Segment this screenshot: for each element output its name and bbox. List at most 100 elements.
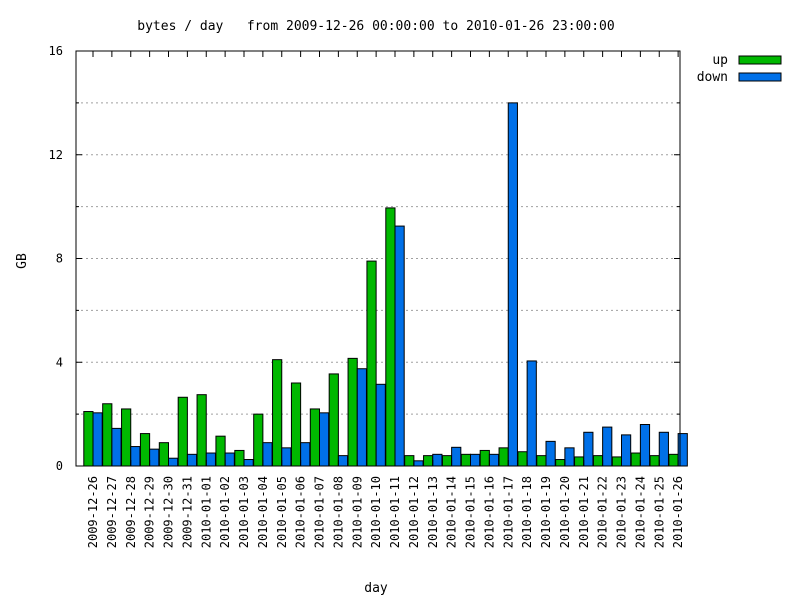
bar-down-2009-12-28 — [130, 446, 141, 467]
bars — [83, 102, 688, 467]
bar-up-2010-01-26 — [668, 453, 679, 467]
bar-up-2009-12-31 — [177, 396, 188, 467]
bar-down-2009-12-29 — [149, 448, 160, 467]
bar-down-2009-12-30 — [168, 457, 179, 467]
grid-lines — [76, 102, 680, 415]
x-tick-label: 2009-12-28 — [124, 476, 138, 548]
x-axis-label: day — [364, 581, 388, 596]
bar-down-2010-01-19 — [545, 440, 556, 467]
x-tick-label: 2010-01-12 — [407, 476, 421, 548]
bar-down-2009-12-26 — [92, 412, 103, 467]
bar-down-2010-01-08 — [337, 455, 349, 467]
x-tick-label: 2010-01-02 — [218, 476, 232, 548]
bar-up-2010-01-20 — [555, 459, 566, 467]
bar-down-2010-01-17 — [507, 102, 518, 467]
bar-down-2010-01-13 — [432, 453, 443, 467]
bar-down-2010-01-09 — [356, 368, 367, 467]
bar-up-2010-01-24 — [630, 452, 641, 467]
x-tick-label: 2010-01-21 — [577, 476, 591, 548]
y-tick-label: 12 — [49, 148, 63, 162]
bar-up-2010-01-05 — [272, 359, 283, 467]
bar-up-2009-12-27 — [102, 403, 113, 467]
bar-down-2010-01-03 — [243, 459, 254, 467]
x-tick-label: 2010-01-01 — [199, 476, 213, 548]
x-tick-label: 2010-01-09 — [350, 476, 364, 548]
y-tick-label: 16 — [49, 44, 63, 58]
legend-swatch-up — [738, 55, 782, 65]
bar-up-2010-01-23 — [611, 456, 622, 467]
bar-up-2010-01-22 — [592, 455, 604, 467]
bar-down-2010-01-14 — [451, 446, 462, 467]
x-tick-label: 2009-12-31 — [180, 476, 194, 548]
x-tick-label: 2010-01-26 — [671, 476, 685, 548]
bar-up-2009-12-30 — [158, 442, 170, 467]
legend-label-up: up — [712, 53, 728, 68]
bar-down-2010-01-06 — [300, 442, 311, 467]
bar-up-2010-01-08 — [328, 373, 339, 467]
bar-up-2010-01-03 — [234, 449, 245, 467]
bar-down-2010-01-23 — [621, 434, 632, 467]
bar-down-2010-01-25 — [658, 431, 669, 467]
bar-down-2010-01-07 — [319, 412, 330, 467]
x-tick-label: 2010-01-16 — [482, 476, 496, 548]
bar-down-2010-01-24 — [639, 424, 651, 467]
chart-title: bytes / day from 2009-12-26 00:00:00 to … — [137, 19, 614, 34]
x-tick-label: 2010-01-05 — [275, 476, 289, 548]
bar-down-2010-01-26 — [677, 433, 688, 467]
bar-down-2009-12-27 — [111, 427, 122, 467]
bar-up-2010-01-18 — [517, 451, 528, 467]
bar-up-2010-01-06 — [290, 382, 302, 467]
bar-down-2010-01-12 — [413, 460, 424, 467]
x-tick-label: 2010-01-06 — [294, 476, 308, 548]
bar-up-2010-01-10 — [366, 260, 377, 467]
bar-up-2009-12-28 — [121, 408, 132, 467]
y-axis-label: GB — [15, 253, 30, 269]
legend: up down — [697, 53, 782, 85]
x-ticks: 2009-12-26 2009-12-27 2009-12-28 2009-12-29… — [86, 51, 685, 548]
bar-down-2010-01-20 — [564, 447, 575, 467]
x-tick-label: 2010-01-13 — [426, 476, 440, 548]
bar-up-2010-01-12 — [404, 455, 415, 467]
bar-up-2010-01-16 — [479, 449, 490, 467]
x-tick-label: 2009-12-29 — [143, 476, 157, 548]
y-ticks: 0 4 8 12 16 — [49, 44, 680, 473]
bar-up-2010-01-25 — [649, 455, 660, 467]
bar-up-2009-12-29 — [139, 433, 151, 467]
legend-swatch-down — [738, 72, 782, 82]
bar-up-2010-01-02 — [215, 435, 226, 467]
x-tick-label: 2010-01-17 — [501, 476, 515, 548]
x-tick-label: 2010-01-10 — [369, 476, 383, 548]
x-tick-label: 2010-01-14 — [445, 476, 459, 548]
x-tick-label: 2010-01-04 — [256, 476, 270, 548]
bar-down-2009-12-31 — [186, 453, 198, 467]
bar-down-2010-01-01 — [205, 452, 216, 467]
x-tick-label: 2010-01-03 — [237, 476, 251, 548]
x-tick-label: 2009-12-27 — [105, 476, 119, 548]
x-tick-label: 2010-01-11 — [388, 476, 402, 548]
x-tick-label: 2010-01-19 — [539, 476, 553, 548]
bar-down-2010-01-10 — [375, 383, 386, 467]
bar-down-2010-01-22 — [602, 426, 613, 467]
x-tick-label: 2010-01-24 — [633, 476, 647, 548]
bar-up-2010-01-07 — [309, 408, 320, 467]
bar-down-2010-01-02 — [224, 452, 235, 467]
y-tick-label: 0 — [56, 459, 63, 473]
y-tick-label: 8 — [56, 252, 63, 266]
bar-up-2010-01-15 — [460, 453, 471, 467]
x-tick-label: 2010-01-23 — [615, 476, 629, 548]
x-tick-label: 2009-12-30 — [162, 476, 176, 548]
y-tick-label: 4 — [56, 355, 63, 369]
bar-up-2010-01-11 — [385, 207, 396, 467]
bar-down-2010-01-05 — [281, 447, 292, 467]
bar-down-2010-01-21 — [583, 431, 594, 467]
x-tick-label: 2010-01-25 — [652, 476, 666, 548]
bar-up-2009-12-26 — [83, 411, 94, 467]
bar-down-2010-01-16 — [488, 453, 500, 467]
x-tick-label: 2010-01-20 — [558, 476, 572, 548]
bar-up-2010-01-13 — [423, 455, 434, 467]
x-tick-label: 2010-01-08 — [331, 476, 345, 548]
bar-down-2010-01-04 — [262, 442, 273, 467]
bar-down-2010-01-11 — [394, 225, 405, 467]
bar-up-2010-01-19 — [536, 455, 547, 467]
bar-up-2010-01-17 — [498, 447, 509, 467]
